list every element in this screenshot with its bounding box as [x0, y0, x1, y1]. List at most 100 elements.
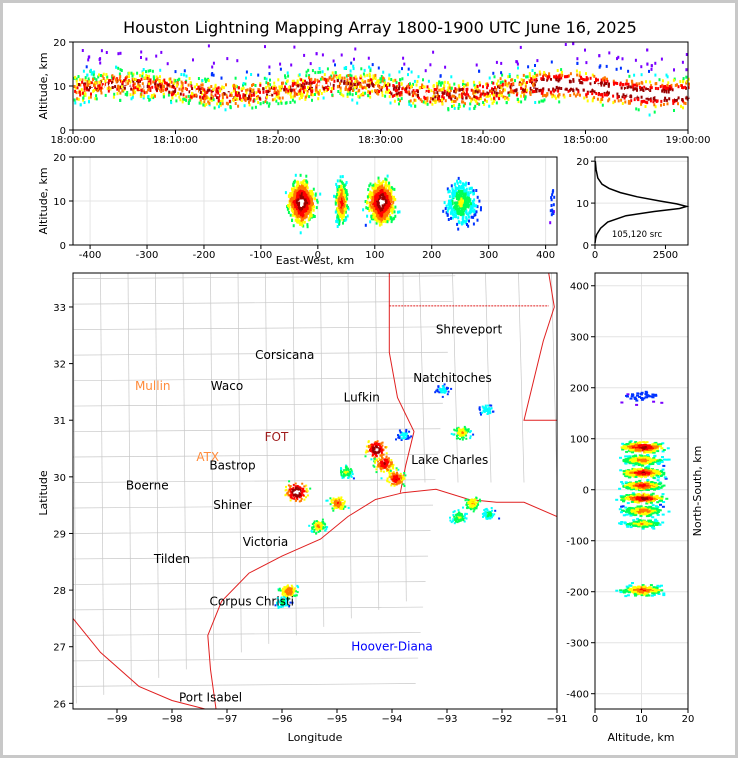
time-altitude-source	[139, 79, 141, 83]
time-altitude-source	[389, 101, 392, 105]
time-altitude-source	[178, 87, 181, 91]
time-altitude-source	[426, 96, 429, 100]
ew-altitude-source	[473, 202, 476, 206]
ew-altitude-source	[465, 220, 467, 224]
time-altitude-source	[250, 73, 253, 76]
ew-altitude-source	[289, 213, 292, 217]
time-altitude-source	[136, 87, 139, 91]
time-altitude-source	[210, 96, 213, 100]
time-altitude-source	[200, 83, 203, 87]
time-altitude-source	[211, 65, 214, 69]
time-altitude-source	[474, 104, 477, 108]
ew-altitude-source	[366, 214, 369, 218]
storm-source	[298, 493, 301, 496]
time-altitude-source	[180, 88, 183, 92]
ew-altitude-source	[463, 183, 466, 187]
time-altitude-source	[246, 88, 249, 92]
time-altitude-source	[128, 82, 131, 86]
time-altitude-source	[543, 98, 546, 102]
time-altitude-source	[96, 89, 99, 93]
time-altitude-source	[412, 82, 415, 86]
time-altitude-source	[340, 79, 343, 83]
ew-altitude-source	[388, 206, 391, 210]
time-altitude-source	[326, 67, 329, 71]
time-altitude-source	[210, 73, 213, 77]
time-altitude-source	[170, 80, 173, 84]
ew-altitude-source	[446, 209, 449, 213]
storm-source	[341, 503, 343, 506]
time-altitude-source	[377, 82, 380, 86]
ew-altitude-source	[449, 202, 452, 205]
time-altitude-source	[502, 95, 505, 99]
time-altitude-source	[89, 86, 91, 90]
time-altitude-source	[266, 93, 268, 97]
time-altitude-source	[152, 80, 155, 84]
storm-source	[292, 494, 295, 497]
time-altitude-source	[275, 86, 278, 90]
time-altitude-source	[405, 87, 408, 90]
time-altitude-source	[133, 82, 136, 86]
ew-altitude-source	[346, 193, 349, 197]
ew-altitude-source	[447, 207, 450, 211]
ew-altitude-source	[302, 182, 305, 186]
ew-altitude-source	[465, 201, 468, 205]
time-altitude-source	[117, 88, 120, 92]
time-altitude-source	[410, 84, 413, 88]
time-altitude-xtick-label: 18:30:00	[358, 135, 403, 146]
time-altitude-source	[525, 81, 528, 84]
time-altitude-source	[88, 55, 91, 59]
time-altitude-source	[648, 113, 651, 117]
time-altitude-source	[457, 104, 460, 108]
time-altitude-source	[363, 68, 366, 72]
storm-source	[335, 498, 338, 501]
ew-altitude-source	[379, 182, 382, 186]
time-altitude-source	[662, 103, 665, 106]
time-altitude-source	[576, 92, 579, 96]
time-altitude-source	[107, 86, 110, 90]
ew-altitude-source	[454, 188, 457, 191]
time-altitude-source	[473, 106, 476, 110]
time-altitude-source	[650, 86, 653, 90]
ew-altitude-source	[345, 217, 348, 221]
time-altitude-source	[221, 96, 224, 100]
ew-altitude-source	[451, 216, 454, 220]
time-altitude-source	[203, 94, 206, 98]
ew-altitude-source	[549, 209, 552, 213]
time-altitude-source	[620, 86, 623, 90]
time-altitude-source	[141, 71, 144, 75]
time-altitude-source	[149, 78, 152, 82]
time-altitude-source	[616, 92, 619, 96]
time-altitude-source	[599, 64, 602, 68]
time-altitude-source	[442, 96, 445, 100]
time-altitude-source	[567, 74, 570, 78]
time-altitude-source	[328, 86, 331, 90]
time-altitude-source	[309, 87, 312, 91]
time-altitude-source	[426, 99, 429, 103]
time-altitude-source	[257, 88, 260, 92]
time-altitude-source	[637, 93, 640, 97]
time-altitude-source	[646, 90, 649, 93]
time-altitude-source	[284, 101, 287, 105]
ew-altitude-source	[462, 194, 465, 198]
time-altitude-source	[684, 102, 687, 105]
ew-altitude-source	[335, 219, 338, 223]
time-altitude-source	[302, 85, 305, 89]
ew-altitude-source	[295, 205, 298, 209]
ew-altitude-source	[385, 184, 387, 188]
time-altitude-source	[441, 95, 444, 99]
ew-altitude-source	[461, 185, 464, 189]
time-altitude-source	[155, 87, 158, 91]
storm-source	[292, 489, 295, 492]
storm-source	[289, 499, 292, 502]
ew-altitude-source	[334, 200, 337, 204]
time-altitude-source	[677, 102, 679, 106]
time-altitude-xtick-label: 18:50:00	[563, 135, 608, 146]
ew-altitude-source	[303, 220, 306, 224]
time-altitude-source	[289, 93, 292, 96]
storm-source	[284, 489, 287, 492]
time-altitude-source	[553, 82, 556, 86]
time-altitude-source	[509, 85, 512, 89]
time-altitude-source	[416, 80, 419, 83]
ew-altitude-source	[366, 201, 369, 205]
time-altitude-source	[498, 86, 501, 89]
